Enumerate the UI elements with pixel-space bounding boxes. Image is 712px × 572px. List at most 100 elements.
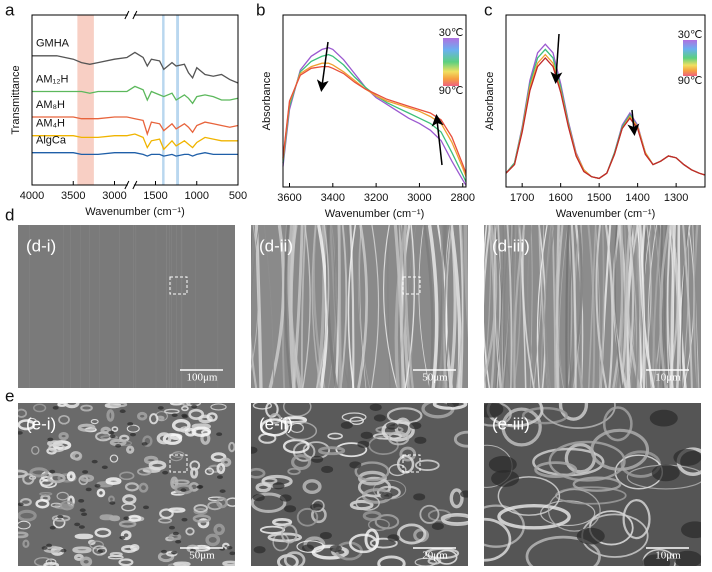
series-line (505, 57, 706, 180)
sem-texture (169, 403, 184, 406)
sem-texture (118, 558, 134, 566)
sem-texture (260, 418, 289, 437)
sem-texture (96, 488, 106, 498)
sem-texture (226, 545, 233, 550)
sem-texture (453, 430, 468, 448)
scale-label: 20μm (422, 550, 448, 562)
sem-texture (381, 419, 415, 442)
sem-texture (488, 455, 517, 473)
sem-texture (555, 225, 564, 388)
sem-texture (216, 463, 226, 475)
sem-texture (565, 225, 570, 388)
sem-texture (157, 406, 164, 410)
sem-texture (155, 411, 168, 422)
sem-texture (625, 225, 635, 388)
sem-texture (251, 492, 287, 513)
sem-texture (81, 512, 88, 517)
sem-texture (108, 430, 115, 435)
sem-texture (310, 503, 323, 511)
sem-texture (547, 488, 601, 532)
sem-texture (521, 225, 535, 388)
sem-texture (360, 431, 373, 439)
sem-texture (364, 528, 380, 551)
x-tick-label: 1500 (587, 192, 611, 204)
sem-texture (397, 523, 427, 545)
sem-texture (444, 225, 452, 388)
sem-texture (296, 507, 319, 527)
sem-texture (427, 225, 439, 388)
sem-texture (555, 225, 564, 388)
sem-image (484, 225, 701, 388)
sem-texture (511, 225, 517, 388)
series-line (32, 133, 238, 151)
sem-texture (484, 517, 512, 562)
sem-texture (252, 403, 273, 410)
sem-texture (357, 440, 370, 448)
sem-texture (192, 514, 212, 523)
sem-texture (373, 414, 386, 422)
sem-texture (251, 467, 266, 479)
sem-texture (206, 412, 218, 422)
sem-texture (109, 501, 116, 505)
sem-texture (181, 405, 189, 412)
sem-texture (31, 445, 40, 455)
sem-texture (441, 513, 468, 526)
sem-texture (576, 527, 605, 545)
y-axis-label: Transmittance (10, 65, 22, 134)
sem-texture (122, 494, 137, 505)
sem-texture (175, 539, 182, 544)
sem-texture (540, 225, 552, 388)
series-line (32, 85, 239, 105)
sem-texture (282, 438, 310, 454)
x-tick-label: 3400 (321, 192, 345, 204)
sem-texture (287, 467, 301, 476)
sem-image (251, 403, 468, 566)
sem-texture (694, 225, 698, 388)
x-axis-label: Wavenumber (cm⁻¹) (325, 208, 425, 220)
scale-label: 10μm (655, 550, 681, 562)
sem-texture (335, 442, 368, 458)
sem-texture (66, 471, 76, 482)
sem-texture (39, 492, 53, 496)
sem-texture (677, 225, 687, 388)
sem-texture (398, 225, 411, 388)
sem-texture (174, 483, 194, 495)
sem-texture (179, 426, 192, 433)
sem-texture (79, 508, 86, 513)
sem-texture (105, 477, 122, 486)
sem-texture (43, 561, 60, 566)
sem-texture (18, 520, 31, 530)
sem-texture (18, 419, 36, 431)
sem-texture (80, 556, 93, 566)
colorbar (443, 38, 459, 86)
sem-texture (359, 225, 367, 388)
sem-texture (587, 225, 597, 388)
sem-texture (180, 488, 187, 492)
sem-texture (210, 452, 227, 462)
sem-texture (383, 225, 398, 388)
sem-texture (47, 440, 63, 447)
sem-texture (448, 225, 457, 388)
x-tick-label: 3200 (364, 192, 388, 204)
sem-texture (251, 225, 260, 388)
sem-label: (d-i) (26, 236, 56, 255)
sem-texture (659, 225, 671, 388)
sem-texture (503, 225, 514, 388)
sem-texture (162, 432, 183, 445)
sem-texture (89, 540, 104, 550)
colorbar-label: 30℃ (678, 29, 703, 41)
sem-texture (29, 467, 49, 478)
sem-texture (501, 407, 542, 447)
sem-texture (551, 225, 557, 388)
sem-texture (60, 548, 67, 553)
sem-image (251, 225, 468, 388)
sem-texture (77, 423, 96, 432)
sem-texture (639, 225, 652, 388)
sem-texture (558, 225, 569, 388)
x-tick-label: 1700 (510, 192, 534, 204)
sem-texture (168, 525, 175, 530)
sem-label: (d-ii) (259, 236, 293, 255)
sem-texture (349, 461, 362, 469)
sem-texture (506, 225, 513, 388)
sem-texture (317, 225, 329, 388)
